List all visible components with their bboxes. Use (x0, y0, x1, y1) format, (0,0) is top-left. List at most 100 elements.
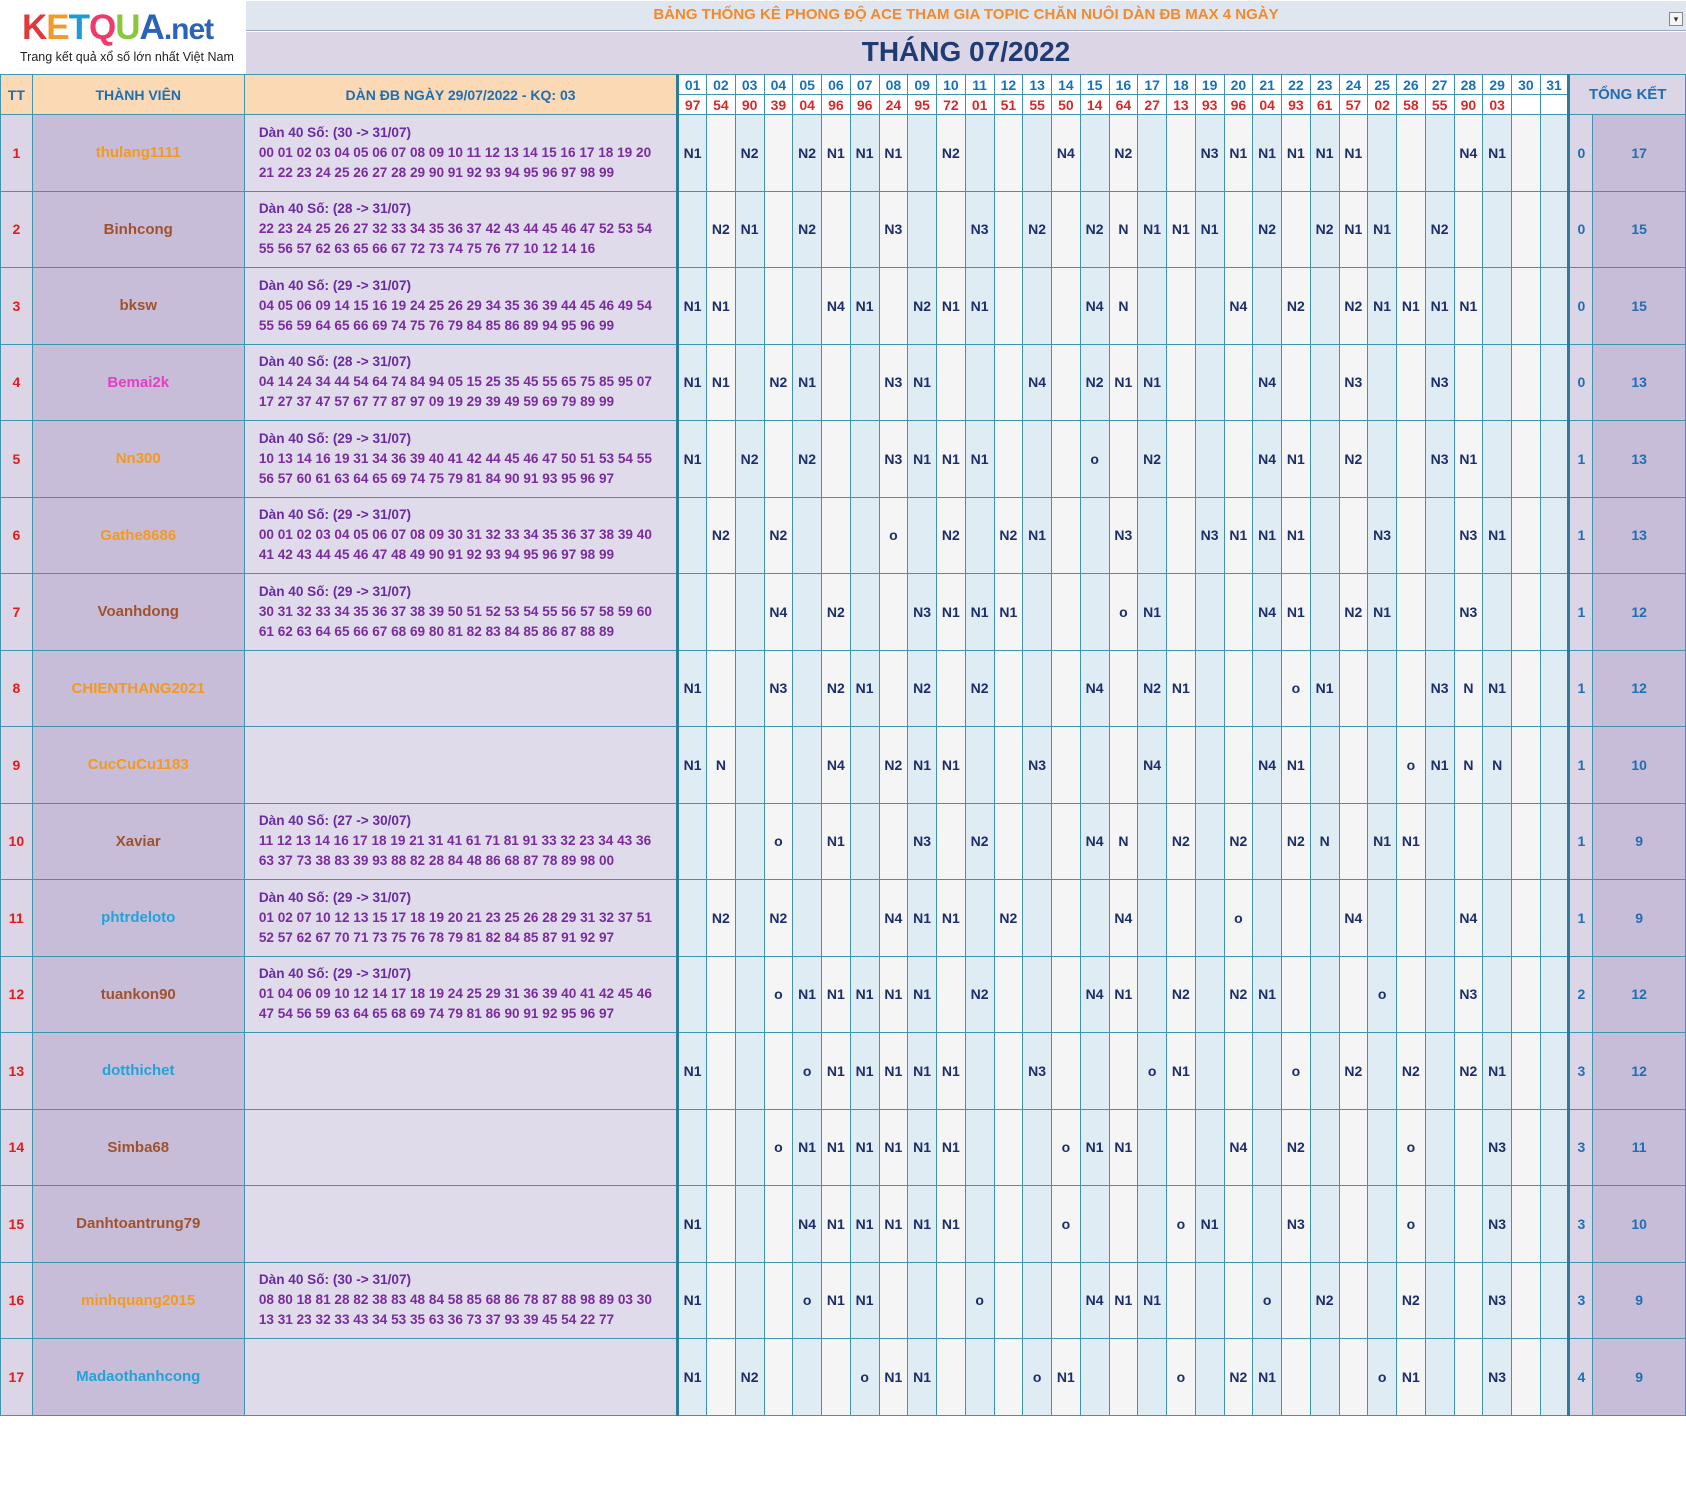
member-name[interactable]: Gathe8686 (31, 496, 245, 574)
table-row: 6 Gathe8686 Dàn 40 Số: (29 -> 31/07) 00 01 … (0, 496, 1686, 574)
day-cell: N1 (993, 573, 1024, 651)
day-cell (734, 267, 765, 345)
day-cell (1309, 1185, 1340, 1263)
day-cell (821, 343, 851, 421)
member-name[interactable]: phtrdeloto (31, 879, 245, 957)
dropdown-arrow-icon[interactable]: ▾ (1669, 12, 1683, 26)
member-name[interactable]: Xaviar (31, 802, 245, 880)
day-cell (1281, 190, 1311, 268)
day-cell (1051, 573, 1081, 651)
day-result: 01 (964, 94, 995, 115)
day-cell: o (1108, 573, 1139, 651)
day-cell (1252, 802, 1282, 880)
summary-count: 0 (1567, 267, 1594, 345)
day-cell: N3 (878, 190, 909, 268)
day-cell: N2 (763, 496, 794, 574)
day-cell: N4 (1453, 879, 1484, 957)
table-row: 5 Nn300 Dàn 40 Số: (29 -> 31/07) 10 13 14 1… (0, 420, 1686, 498)
day-cell (1338, 1185, 1369, 1263)
day-cell (1539, 114, 1570, 192)
day-cell (1194, 267, 1225, 345)
member-name[interactable]: bksw (31, 267, 245, 345)
day-cell: N1 (1194, 190, 1225, 268)
member-name[interactable]: tuankon90 (31, 955, 245, 1033)
summary-count: 1 (1567, 496, 1594, 574)
day-cell (821, 190, 851, 268)
logo-brand: KETQUA.net (22, 8, 214, 48)
day-result: 96 (821, 94, 851, 115)
day-cell (676, 496, 707, 574)
header-days-row: TT THÀNH VIÊN DÀN ĐB NGÀY 29/07/2022 - KQ:… (0, 74, 1686, 115)
row-index: 8 (0, 649, 33, 727)
day-cell (734, 802, 765, 880)
day-cell (1396, 879, 1426, 957)
day-cell (1079, 114, 1110, 192)
member-name[interactable]: Simba68 (31, 1108, 245, 1186)
day-result (1539, 94, 1570, 115)
day-cell: o (763, 955, 794, 1033)
day-cell (1079, 1032, 1110, 1110)
member-name[interactable]: Voanhdong (31, 573, 245, 651)
day-cell: N1 (1482, 1032, 1512, 1110)
dan-line: 08 80 18 81 28 82 38 83 48 84 58 85 68 8… (258, 1292, 652, 1308)
day-cell (763, 114, 794, 192)
day-result: 95 (907, 94, 937, 115)
day-cell: N1 (1396, 267, 1426, 345)
day-cell (1309, 1108, 1340, 1186)
day-cell: N2 (706, 496, 736, 574)
day-cell (964, 496, 995, 574)
day-cell (1396, 420, 1426, 498)
summary-total: 15 (1592, 190, 1686, 268)
day-cell (1396, 955, 1426, 1033)
day-cell (1539, 1185, 1570, 1263)
day-cell (1194, 1261, 1225, 1339)
day-cell: o (763, 802, 794, 880)
day-cell (734, 879, 765, 957)
member-name[interactable]: thulang1111 (31, 114, 245, 192)
day-cell (763, 420, 794, 498)
day-cell: N4 (821, 267, 851, 345)
member-name[interactable]: Danhtoantrung79 (31, 1185, 245, 1263)
day-cell (821, 879, 851, 957)
row-index: 2 (0, 190, 33, 268)
day-cell: N3 (1424, 420, 1455, 498)
day-cell: N1 (907, 1185, 937, 1263)
day-cell (1223, 343, 1254, 421)
day-result: 51 (993, 94, 1024, 115)
day-cell: N2 (763, 879, 794, 957)
day-cell: N1 (676, 726, 707, 804)
day-cell (993, 420, 1024, 498)
member-name[interactable]: Bemai2k (31, 343, 245, 421)
day-cell: N1 (936, 267, 966, 345)
day-cell (763, 726, 794, 804)
member-name[interactable]: dotthichet (31, 1032, 245, 1110)
day-cell: N2 (1223, 955, 1254, 1033)
day-header: 01 (676, 74, 707, 95)
day-cell: N1 (1281, 420, 1311, 498)
dan-line: 00 01 02 03 04 05 06 07 08 09 30 31 32 3… (258, 527, 652, 543)
day-cell (1022, 420, 1052, 498)
day-cell (1108, 1032, 1139, 1110)
member-name[interactable]: Madaothanhcong (31, 1338, 245, 1416)
day-cell: N1 (1252, 955, 1282, 1033)
summary-total: 13 (1592, 343, 1686, 421)
day-cell (1338, 955, 1369, 1033)
table-row: 13 dotthichet N1 o N1 N1 N1 N1 N1 N3 o N1 o N2 N2 N2 N1 3… (0, 1032, 1686, 1110)
member-name[interactable]: Binhcong (31, 190, 245, 268)
day-cell: N2 (1338, 573, 1369, 651)
day-cell: N2 (1223, 802, 1254, 880)
table-row: 3 bksw Dàn 40 Số: (29 -> 31/07) 04 05 06 09… (0, 267, 1686, 345)
day-cell: o (763, 1108, 794, 1186)
day-header: 05 (792, 74, 822, 95)
day-result: 14 (1079, 94, 1110, 115)
day-cell: N1 (676, 420, 707, 498)
table-row: 4 Bemai2k Dàn 40 Số: (28 -> 31/07) 04 14 24… (0, 343, 1686, 421)
member-name[interactable]: CucCuCu1183 (31, 726, 245, 804)
member-name[interactable]: minhquang2015 (31, 1261, 245, 1339)
day-cell (1367, 1032, 1397, 1110)
day-cell (1079, 879, 1110, 957)
day-cell: N1 (964, 573, 995, 651)
ketqua-logo[interactable]: KETQUA.net Trang kết quả xổ số lớn nhất … (0, 0, 245, 74)
member-name[interactable]: Nn300 (31, 420, 245, 498)
member-name[interactable]: CHIENTHANG2021 (31, 649, 245, 727)
